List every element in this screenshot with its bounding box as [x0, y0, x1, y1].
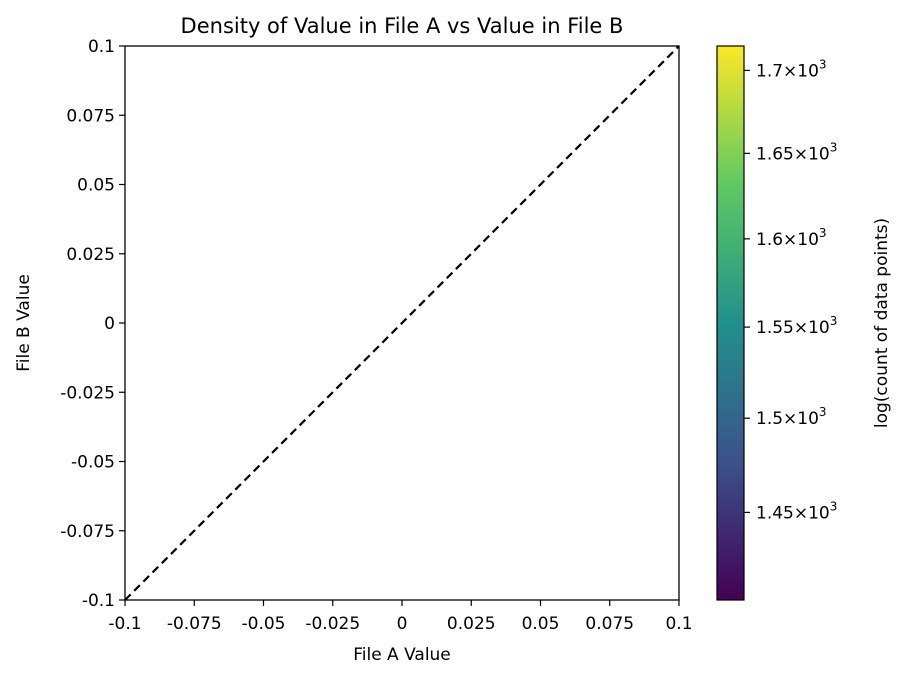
x-tick-label: 0.025 — [447, 614, 496, 634]
x-axis-label: File A Value — [353, 645, 451, 665]
x-tick-label: -0.05 — [242, 614, 286, 634]
x-tick-label: 0.05 — [522, 614, 560, 634]
colorbar: 1.45×103 1.5×103 1.55×103 1.6×103 1.65×103 1.… — [716, 45, 892, 601]
diagonal-reference-line — [124, 45, 680, 601]
colorbar-tick-label: 1.6×103 — [756, 226, 827, 250]
x-tick-label: -0.075 — [167, 614, 222, 634]
chart-title: Density of Value in File A vs Value in F… — [181, 14, 624, 38]
colorbar-tick-label: 1.45×103 — [756, 499, 837, 523]
x-tick-label: -0.025 — [305, 614, 360, 634]
colorbar-tick-label: 1.7×103 — [756, 57, 827, 81]
colorbar-label: log(count of data points) — [872, 218, 892, 428]
colorbar-tick-label: 1.55×103 — [756, 314, 837, 338]
y-tick-label: -0.05 — [71, 453, 115, 473]
y-tick-label: 0.1 — [88, 37, 115, 57]
y-tick-label: -0.075 — [60, 522, 115, 542]
y-tick-label: -0.1 — [82, 591, 115, 611]
colorbar-ticks: 1.45×103 1.5×103 1.55×103 1.6×103 1.65×103 1.… — [744, 57, 837, 523]
x-tick-label: 0 — [397, 614, 408, 634]
y-axis-label: File B Value — [14, 274, 34, 372]
y-tick-label: -0.025 — [60, 383, 115, 403]
y-tick-label: 0.075 — [66, 106, 115, 126]
x-tick-label: -0.1 — [108, 614, 141, 634]
colorbar-tick-label: 1.5×103 — [756, 405, 827, 429]
x-tick-label: 0.1 — [665, 614, 692, 634]
plot-area — [124, 45, 680, 601]
y-tick-label: 0 — [104, 314, 115, 334]
x-axis: -0.1 -0.075 -0.05 -0.025 0 0.025 0.05 0.075 0.1 — [108, 600, 693, 634]
y-tick-label: 0.025 — [66, 245, 115, 265]
y-axis: -0.1 -0.075 -0.05 -0.025 0 0.025 0.05 0.075 0.1 — [60, 37, 125, 611]
y-tick-label: 0.05 — [77, 176, 115, 196]
x-tick-label: 0.075 — [585, 614, 634, 634]
colorbar-gradient — [716, 45, 745, 601]
colorbar-tick-label: 1.65×103 — [756, 140, 837, 164]
